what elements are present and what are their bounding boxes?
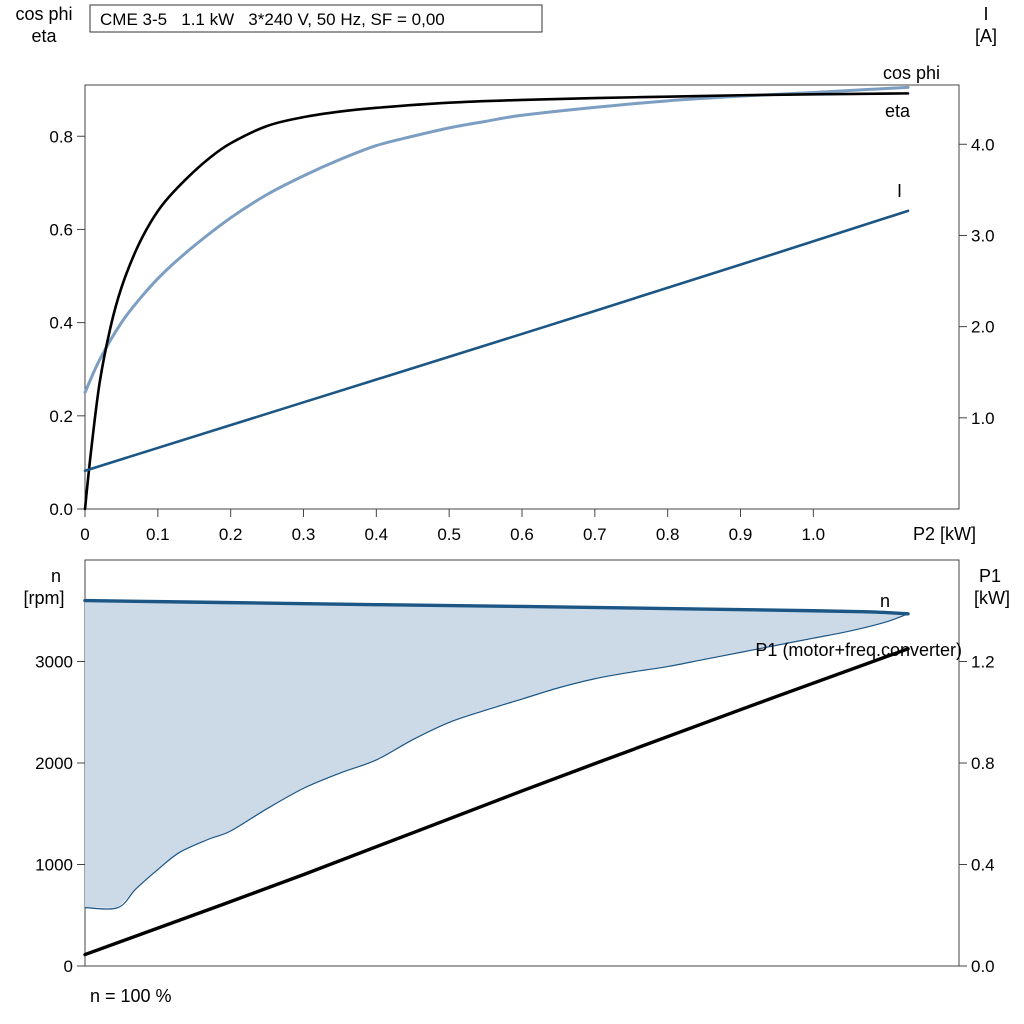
curve-label-p1: P1 (motor+freq.converter) [755,640,962,660]
left-axis-title-rpm-unit: [rpm] [23,588,64,608]
left-tick-label: 0.8 [49,127,73,146]
chart-speed-power: 0 1000 2000 3000 0.0 0.4 0.8 1.2 [35,559,995,976]
x-tick-label: 0.3 [292,525,316,544]
right-axis-title-current: I [983,4,988,24]
right-tick-label: 0.0 [971,957,995,976]
left-tick-label: 3000 [35,653,73,672]
chart-title: CME 3-5 1.1 kW 3*240 V, 50 Hz, SF = 0,00 [100,10,445,29]
right-tick-label: 1.2 [971,653,995,672]
x-tick-label: 0.9 [729,525,753,544]
left-tick-label: 0.0 [49,500,73,519]
curve-i [83,209,910,473]
right-tick-label: 0.4 [971,856,995,875]
speed-note: n = 100 % [90,986,172,1006]
area-speed-control-range [85,600,909,908]
left-tick-label: 0 [64,957,73,976]
x-tick-label: 0.5 [437,525,461,544]
curve-label-speed: n [880,591,890,611]
x-tick-label: 0.7 [583,525,607,544]
right-tick-label: 2.0 [971,318,995,337]
curve-label-eta: eta [885,101,911,121]
x-tick-label: 0.2 [219,525,243,544]
x-tick-label: 0.6 [510,525,534,544]
left-tick-label: 0.2 [49,407,73,426]
x-tick-label: 0.8 [656,525,680,544]
right-axis-title-ampere-unit: [A] [975,26,997,46]
x-tick-label: 0.4 [365,525,389,544]
curve-label-current: I [897,181,902,201]
left-tick-label: 2000 [35,754,73,773]
x-tick-label: 1.0 [802,525,826,544]
right-tick-label: 0.8 [971,754,995,773]
right-tick-label: 1.0 [971,409,995,428]
curve-n-min [84,613,909,910]
left-axis-title-cos-phi: cos phi [15,4,72,24]
x-tick-label: 0.1 [146,525,170,544]
right-axis-title-p1: P1 [979,566,1001,586]
left-axis-title-speed: n [51,566,61,586]
curve-p1-motor-freq-converter [83,647,910,957]
chart-cosphi-eta-current: 0.0 0.2 0.4 0.6 0.8 1.0 2.0 3.0 4.0 0 0.1 0.2 0.3 0.4… [49,84,995,544]
x-tick-label: 0 [80,525,89,544]
x-axis-title-p2: P2 [kW] [913,524,976,544]
right-tick-label: 4.0 [971,135,995,154]
left-tick-label: 0.6 [49,220,73,239]
curve-label-cos-phi: cos phi [883,63,940,83]
title-box [89,4,543,33]
right-axis-title-kw-unit: [kW] [974,588,1010,608]
left-axis-title-eta: eta [31,26,57,46]
curve-eta [83,92,910,511]
right-tick-label: 3.0 [971,226,995,245]
left-tick-label: 1000 [35,856,73,875]
left-tick-label: 0.4 [49,314,73,333]
curve-n [83,598,910,616]
plot-border [84,84,960,510]
curve-cos-phi [83,85,910,395]
